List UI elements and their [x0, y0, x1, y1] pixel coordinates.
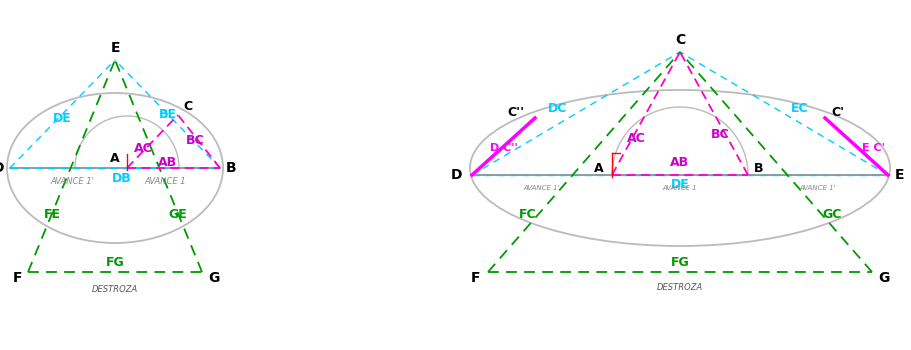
Text: DESTROZA: DESTROZA	[657, 284, 703, 293]
Text: D C'': D C''	[490, 143, 517, 153]
Text: BC: BC	[186, 133, 204, 147]
Text: E: E	[110, 41, 119, 55]
Text: DB: DB	[112, 172, 132, 184]
Text: BC: BC	[711, 128, 730, 141]
Text: D: D	[0, 161, 4, 175]
Text: B: B	[754, 161, 763, 175]
Text: DE: DE	[670, 178, 690, 191]
Text: FC: FC	[519, 209, 537, 222]
Text: E C': E C'	[862, 143, 885, 153]
Text: D: D	[451, 168, 462, 182]
Text: AVANCE 1: AVANCE 1	[144, 177, 186, 187]
Text: GC: GC	[823, 209, 842, 222]
Text: AVANCE 1: AVANCE 1	[662, 185, 697, 191]
Text: AVANCE 1': AVANCE 1'	[800, 185, 836, 191]
Text: AC: AC	[627, 132, 645, 145]
Text: C': C'	[831, 105, 844, 119]
Text: BE: BE	[159, 108, 177, 121]
Text: AB: AB	[670, 155, 690, 168]
Text: FE: FE	[44, 209, 60, 222]
Text: AC: AC	[134, 141, 152, 154]
Text: G: G	[878, 271, 889, 285]
Text: C: C	[675, 33, 685, 47]
Text: C'': C''	[507, 105, 525, 119]
Text: A: A	[594, 161, 604, 175]
Text: DESTROZA: DESTROZA	[92, 286, 138, 294]
Text: F: F	[470, 271, 480, 285]
Text: EC: EC	[791, 102, 809, 114]
Text: A: A	[110, 152, 120, 164]
Text: B: B	[226, 161, 237, 175]
Text: AVANCE 1': AVANCE 1'	[50, 177, 94, 187]
Text: AB: AB	[159, 155, 178, 168]
Text: FG: FG	[106, 256, 125, 268]
Text: C: C	[183, 100, 192, 113]
Text: E: E	[895, 168, 905, 182]
Text: DC: DC	[548, 102, 568, 114]
Text: FG: FG	[670, 256, 690, 268]
Text: DE: DE	[53, 112, 71, 125]
Text: G: G	[208, 271, 220, 285]
Text: AVANCE 1': AVANCE 1'	[524, 185, 560, 191]
Text: F: F	[13, 271, 22, 285]
Text: GE: GE	[169, 209, 188, 222]
